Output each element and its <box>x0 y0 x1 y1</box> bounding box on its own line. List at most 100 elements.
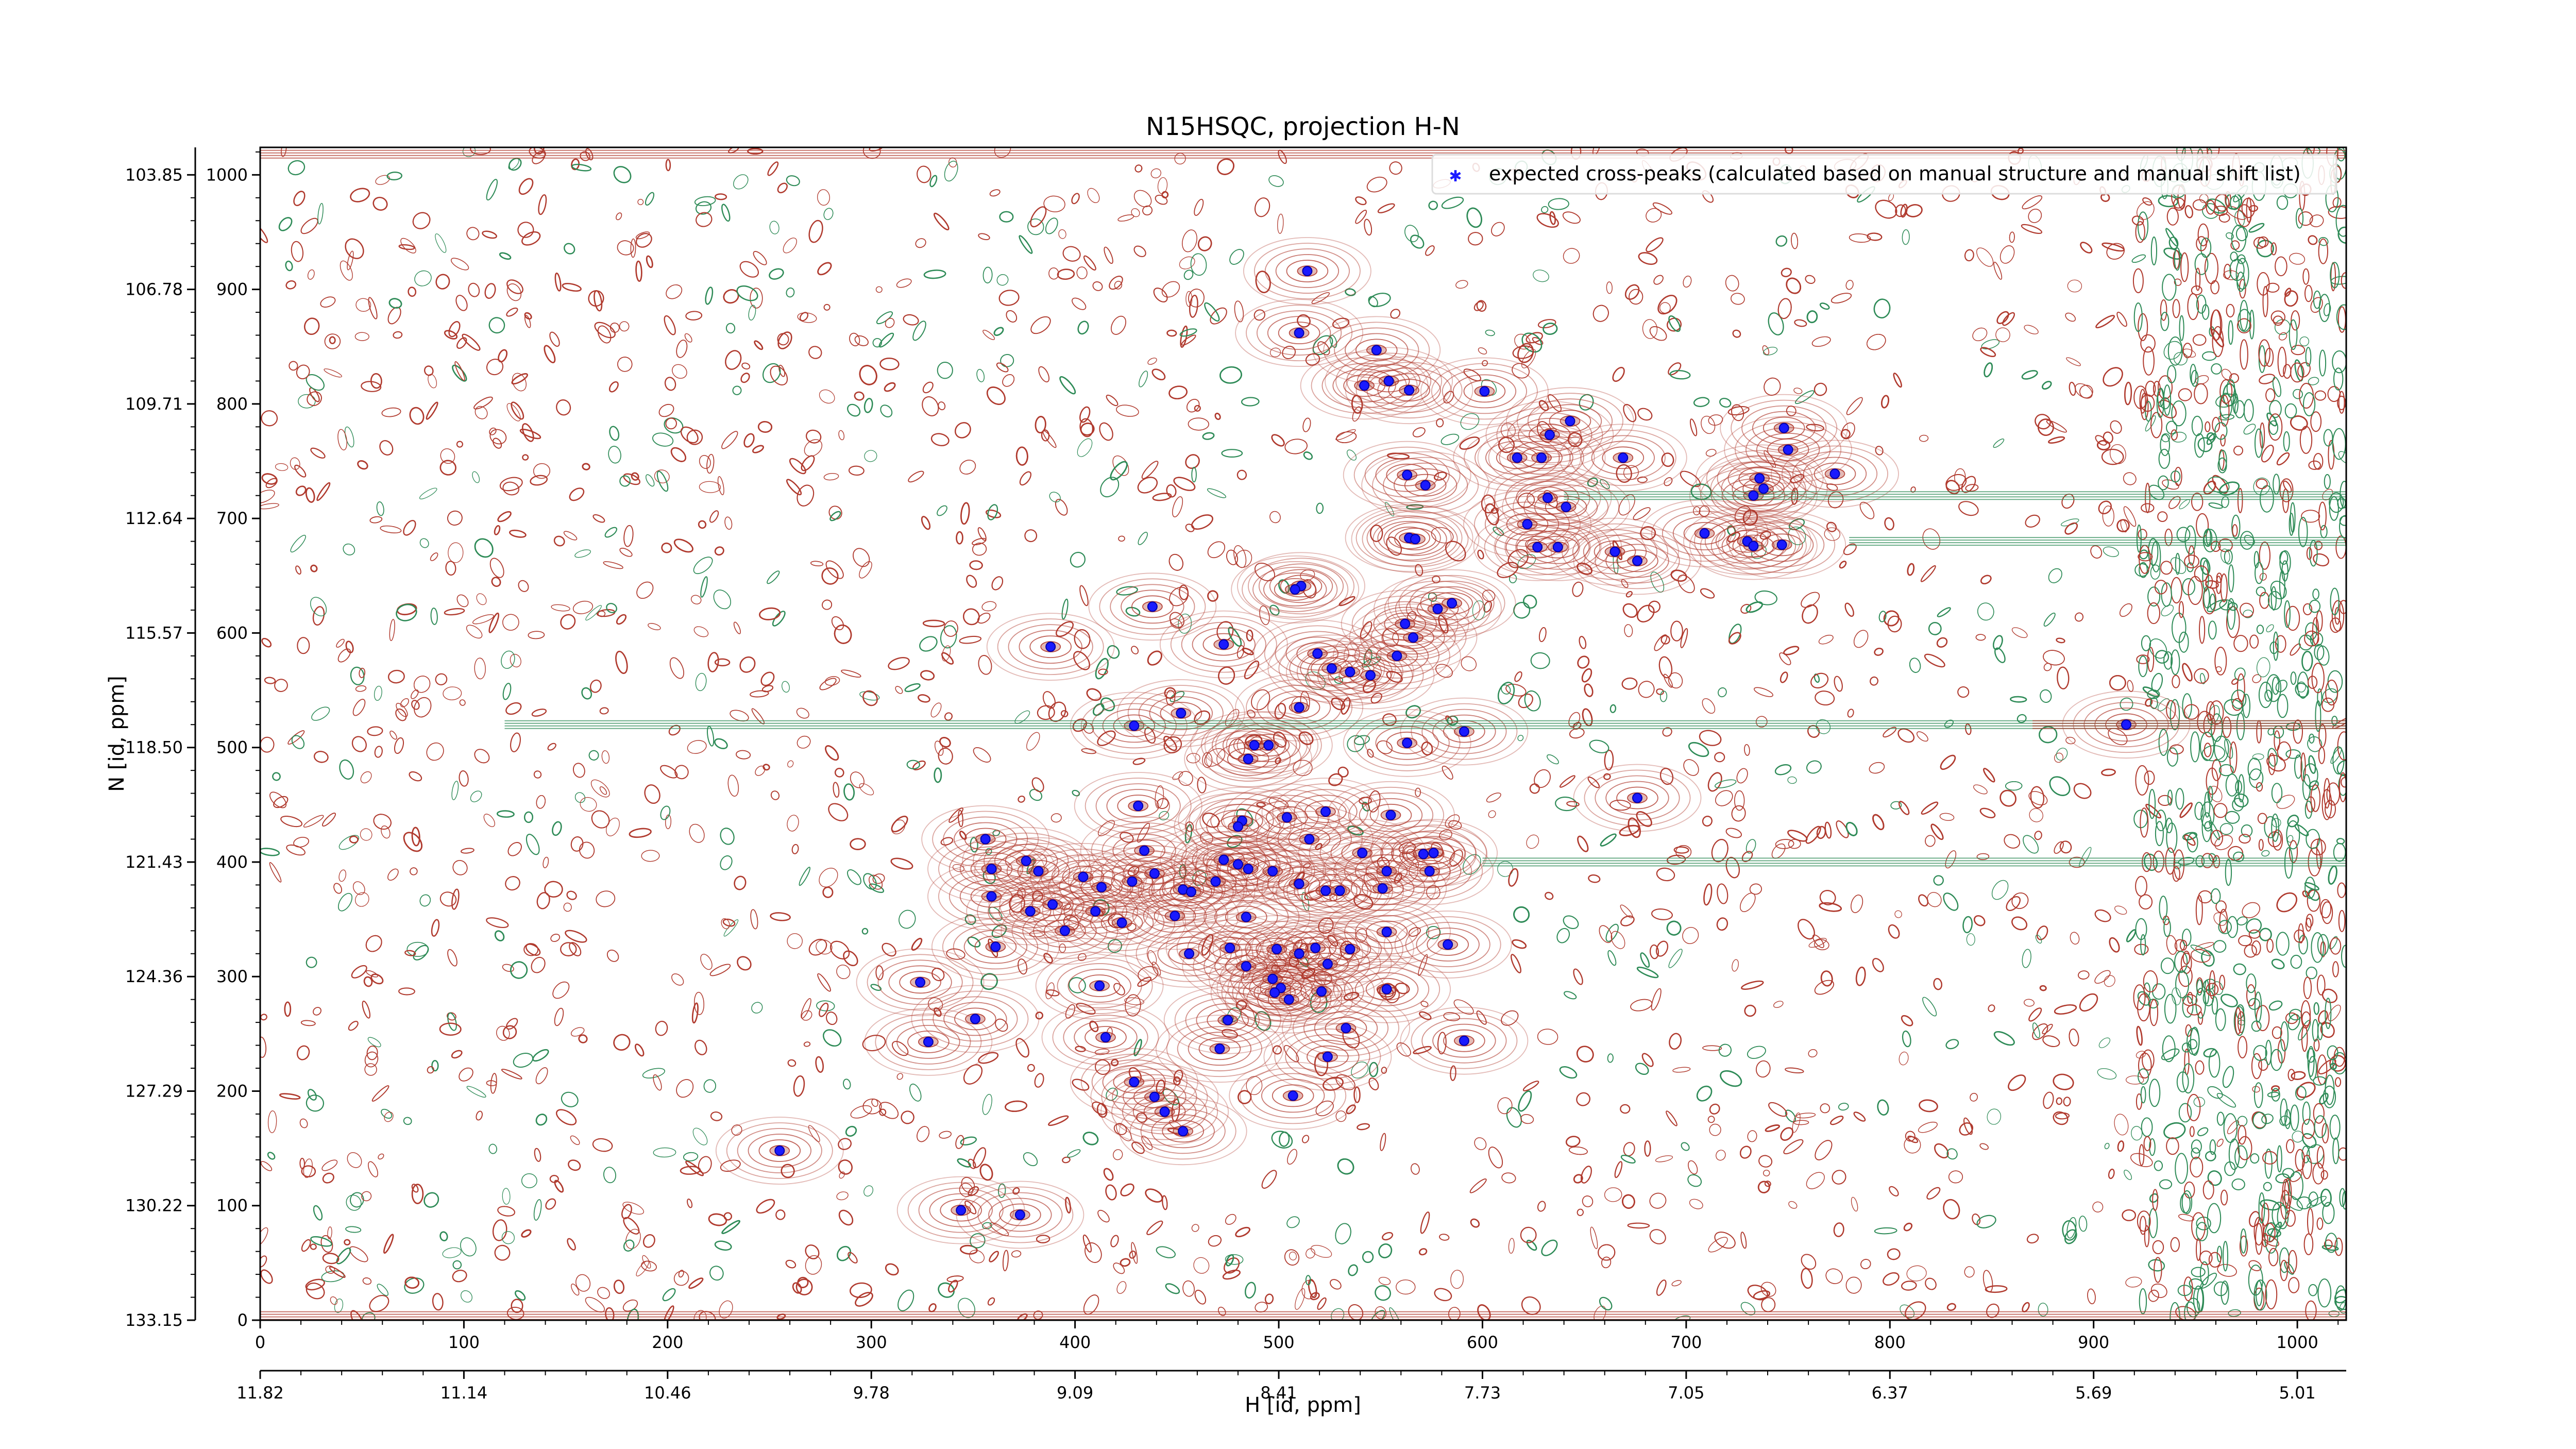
edge-contour <box>2329 492 2344 513</box>
noise-contour <box>556 399 571 416</box>
noise-contour <box>1851 1197 1858 1212</box>
edge-contour <box>2191 285 2202 295</box>
noise-contour <box>570 836 584 852</box>
edge-contour <box>2138 313 2148 341</box>
noise-contour <box>1845 280 1854 290</box>
edge-contour <box>2268 753 2276 776</box>
noise-contour <box>604 527 618 538</box>
noise-contour <box>721 204 731 222</box>
edge-contour <box>2174 951 2188 973</box>
noise-contour <box>777 333 789 346</box>
noise-contour <box>1616 464 1632 483</box>
noise-contour <box>1973 915 1986 926</box>
edge-contour <box>2338 909 2346 932</box>
noise-contour <box>1065 1197 1071 1214</box>
noise-contour <box>684 333 692 343</box>
noise-contour <box>942 645 951 662</box>
edge-contour <box>2171 649 2180 676</box>
noise-contour <box>2145 415 2156 432</box>
noise-contour <box>2024 999 2035 1007</box>
edge-contour <box>2250 1153 2260 1164</box>
noise-contour <box>879 1102 899 1119</box>
noise-contour <box>1999 789 2016 807</box>
noise-contour <box>2200 557 2211 575</box>
edge-contour <box>2207 786 2213 803</box>
noise-contour <box>1303 863 1311 869</box>
noise-contour <box>1157 177 1168 194</box>
noise-contour <box>260 1255 267 1268</box>
edge-contour <box>2191 1267 2206 1277</box>
noise-contour <box>1303 451 1313 460</box>
noise-contour <box>1562 211 1581 224</box>
noise-contour <box>1906 1265 1927 1282</box>
noise-contour <box>920 670 935 681</box>
edge-contour <box>2192 199 2207 211</box>
noise-contour <box>1378 1276 1391 1285</box>
noise-contour <box>1445 814 1460 828</box>
noise-contour <box>759 607 781 620</box>
peak-contour <box>1377 373 1441 408</box>
edge-contour <box>2316 1217 2324 1230</box>
noise-contour <box>930 433 950 446</box>
edge-contour <box>2134 943 2149 955</box>
edge-contour <box>2181 1190 2193 1215</box>
noise-contour <box>1806 310 1818 324</box>
noise-contour <box>1483 601 1493 613</box>
x-ppm-tick-label: 11.14 <box>440 1383 488 1403</box>
cross-peak-marker <box>1632 793 1642 803</box>
noise-contour <box>535 1114 548 1126</box>
noise-contour <box>505 1018 518 1030</box>
noise-contour <box>1937 607 1951 617</box>
noise-contour <box>1385 502 1395 517</box>
noise-contour <box>1745 839 1756 854</box>
noise-contour <box>1666 1110 1677 1126</box>
edge-contour <box>2334 1237 2343 1256</box>
noise-contour <box>2131 1126 2143 1141</box>
edge-contour <box>2279 570 2285 599</box>
noise-contour <box>2057 666 2070 689</box>
noise-contour <box>862 690 878 706</box>
y-index-tick-label: 700 <box>216 509 248 528</box>
edge-contour <box>2324 1239 2333 1249</box>
noise-contour <box>2119 603 2132 617</box>
edge-contour <box>2232 524 2238 537</box>
peak-contour <box>1332 368 1396 403</box>
noise-contour <box>476 593 487 605</box>
peak-contour <box>1526 530 1590 564</box>
edge-contour <box>2195 855 2205 868</box>
noise-contour <box>538 194 547 215</box>
edge-contour <box>2214 647 2227 676</box>
noise-contour <box>1179 328 1197 337</box>
noise-contour <box>502 481 519 496</box>
noise-contour <box>2248 1211 2260 1227</box>
edge-contour <box>2265 388 2276 402</box>
noise-contour <box>1731 293 1745 305</box>
x-ppm-tick-label: 11.82 <box>236 1383 284 1403</box>
noise-contour <box>1834 676 1843 692</box>
noise-contour <box>751 1002 763 1014</box>
noise-contour <box>1463 368 1481 381</box>
peak-contour <box>1488 429 1595 486</box>
noise-contour <box>1077 438 1093 457</box>
cross-peak-marker <box>1294 702 1304 713</box>
noise-contour <box>1059 376 1076 395</box>
edge-contour <box>2191 1212 2206 1241</box>
noise-contour <box>369 516 383 524</box>
noise-contour <box>411 1184 424 1204</box>
noise-contour <box>585 605 602 621</box>
noise-contour <box>473 396 493 410</box>
edge-contour <box>2213 803 2228 818</box>
noise-contour <box>426 742 444 761</box>
noise-contour <box>1014 710 1030 724</box>
edge-contour <box>2287 1069 2295 1082</box>
noise-contour <box>977 527 987 541</box>
noise-contour <box>1768 1102 1788 1117</box>
noise-contour <box>289 361 298 371</box>
noise-contour <box>2054 752 2063 763</box>
noise-contour <box>603 561 623 569</box>
noise-contour <box>1649 944 1659 959</box>
noise-contour <box>448 321 461 338</box>
edge-contour <box>2298 923 2304 943</box>
noise-contour <box>2110 420 2122 434</box>
edge-contour <box>2279 478 2294 502</box>
